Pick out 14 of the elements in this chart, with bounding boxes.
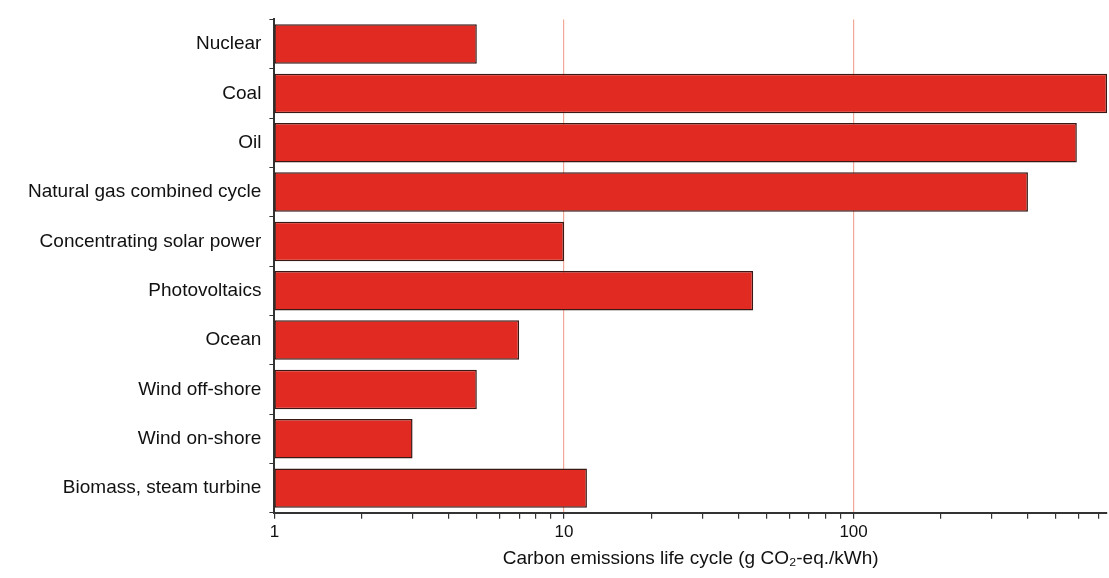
y-tick-label: Coal: [222, 81, 262, 103]
y-tick-label: Wind on-shore: [137, 427, 262, 449]
y-tick-label: Concentrating solar power: [39, 229, 263, 251]
y-tick-label: Oil: [238, 130, 262, 152]
y-tick-label: Ocean: [205, 328, 262, 350]
y-tick-label: Biomass, steam turbine: [62, 476, 262, 498]
y-tick-label: Nuclear: [195, 32, 263, 54]
y-tick-label: Natural gas combined cycle: [28, 180, 262, 202]
x-tick-label: 1: [269, 521, 280, 541]
x-axis-title: Carbon emissions life cycle (g CO₂-eq./kWh): [502, 546, 879, 568]
x-tick-label: 10: [554, 521, 574, 541]
y-tick-label: Wind off-shore: [138, 377, 262, 399]
y-tick-label: Photovoltaics: [148, 279, 262, 300]
x-tick-label: 100: [839, 521, 868, 541]
